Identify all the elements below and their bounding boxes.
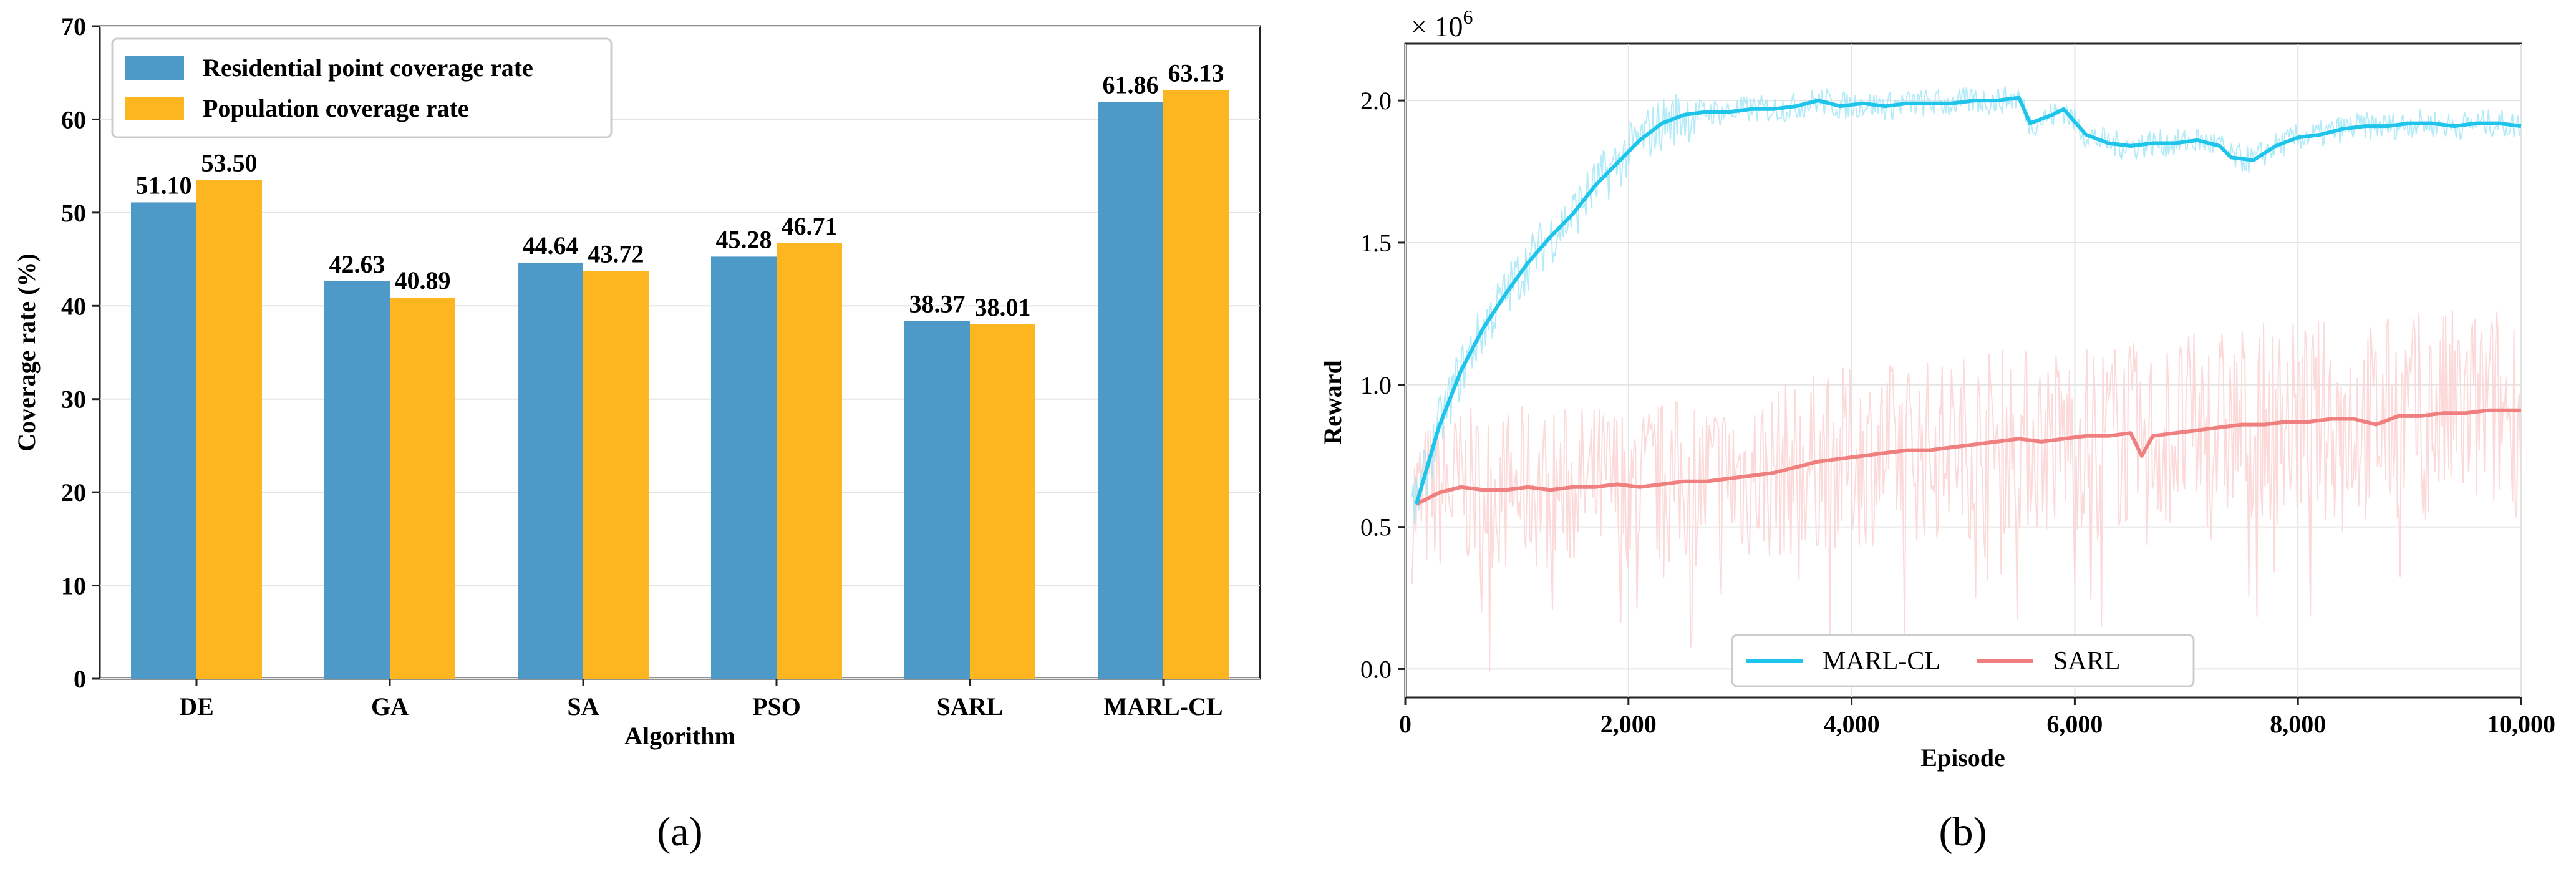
bar-value-label: 43.72 <box>588 240 644 268</box>
bar-ga-residential <box>324 281 390 679</box>
raw-trace-marl-cl <box>1411 86 2522 524</box>
bar-pso-residential <box>711 256 777 679</box>
b-x-tick-label: 4,000 <box>1824 710 1880 738</box>
raw-trace-sarl <box>1411 311 2522 672</box>
a-y-tick-label: 70 <box>61 12 86 41</box>
category-label-sarl: SARL <box>937 692 1004 721</box>
line-sarl <box>1415 408 2521 506</box>
a-y-tick-label: 30 <box>61 386 86 414</box>
legend-label-population: Population coverage rate <box>203 94 469 122</box>
panel-b-scale-base: × 10 <box>1411 11 1463 42</box>
b-x-tick-label: 0 <box>1399 710 1411 738</box>
category-label-pso: PSO <box>752 692 801 721</box>
panel-b-y-axis-label: Reward <box>1319 360 1347 445</box>
legend-label-marl-cl: MARL-CL <box>1823 647 1940 676</box>
bar-value-label: 42.63 <box>329 250 385 278</box>
a-y-tick-label: 50 <box>61 199 86 227</box>
panel-b-line-chart: 0.0 0.5 1.0 1.5 2.0 0 2,000 4,000 6,000 8,000 10,… <box>1319 6 2555 855</box>
bar-value-label: 53.50 <box>201 149 258 177</box>
category-label-de: DE <box>179 692 214 721</box>
bar-value-label: 40.89 <box>395 266 451 294</box>
panel-a-legend-box <box>111 37 613 138</box>
line-marl-cl <box>1415 95 2522 505</box>
panel-a-y-axis-label: Coverage rate (%) <box>12 253 41 452</box>
a-y-tick-label: 60 <box>61 105 86 134</box>
a-y-tick-label: 40 <box>61 292 86 320</box>
b-y-tick-label: 1.5 <box>1360 229 1392 257</box>
panel-b-scale-label: × 106 <box>1411 6 1473 42</box>
legend-swatch-population <box>125 97 184 120</box>
a-y-tick-label: 20 <box>61 478 86 507</box>
panel-a-caption: (a) <box>657 809 702 855</box>
legend-label-sarl: SARL <box>2053 647 2120 676</box>
b-x-tick-label: 8,000 <box>2270 710 2326 738</box>
panel-b-smoothed-lines <box>1415 95 2522 506</box>
b-y-tick-label: 2.0 <box>1360 87 1392 115</box>
panel-b-legend: MARL-CL SARL <box>1731 634 2195 687</box>
legend-label-residential: Residential point coverage rate <box>203 54 533 82</box>
bar-value-label: 63.13 <box>1168 59 1224 87</box>
bar-pso-population <box>777 243 842 679</box>
legend-swatch-residential <box>125 56 184 80</box>
b-y-tick-label: 0.0 <box>1360 655 1392 683</box>
bar-value-label: 38.01 <box>975 293 1031 321</box>
bar-value-label: 38.37 <box>909 290 966 318</box>
bar-sarl-residential <box>904 321 970 679</box>
category-label-marl-cl: MARL-CL <box>1103 692 1223 721</box>
b-x-tick-label: 2,000 <box>1600 710 1657 738</box>
panel-a-x-axis-label: Algorithm <box>624 722 735 750</box>
a-y-tick-label: 10 <box>61 572 86 600</box>
panel-a-legend: Residential point coverage rate Populati… <box>111 37 613 138</box>
bar-marl-cl-residential <box>1098 102 1163 679</box>
bar-sa-residential <box>518 262 583 679</box>
panel-a-bars <box>131 90 1229 679</box>
panel-a-x-axis-ticks: DE GA SA PSO SARL MARL-CL <box>179 679 1223 721</box>
bar-value-label: 44.64 <box>523 231 579 260</box>
bar-de-population <box>196 180 262 679</box>
bar-ga-population <box>390 297 455 679</box>
bar-de-residential <box>131 202 196 679</box>
bar-sa-population <box>583 271 649 679</box>
b-y-tick-label: 1.0 <box>1360 371 1392 399</box>
panel-a-y-axis-ticks: 0 10 20 30 40 50 60 70 <box>61 12 100 693</box>
panel-b-x-axis-ticks: 0 2,000 4,000 6,000 8,000 10,000 <box>1399 697 2555 738</box>
a-y-tick-label: 0 <box>74 665 86 693</box>
b-y-tick-label: 0.5 <box>1360 513 1392 541</box>
panel-b-raw-reward-traces <box>1411 86 2522 672</box>
panel-a-data-labels: 51.10 53.50 42.63 40.89 44.64 43.72 45.28 46.71… <box>136 59 1224 321</box>
panel-b-x-axis-label: Episode <box>1920 744 2005 772</box>
bar-marl-cl-population <box>1163 90 1229 679</box>
category-label-sa: SA <box>567 692 599 721</box>
bar-sarl-population <box>970 324 1035 679</box>
bar-value-label: 51.10 <box>136 171 192 199</box>
panel-b-y-axis-ticks: 0.0 0.5 1.0 1.5 2.0 <box>1360 87 1405 683</box>
panel-b-scale-exponent: 6 <box>1463 6 1473 28</box>
b-x-tick-label: 6,000 <box>2046 710 2103 738</box>
b-x-tick-label: 10,000 <box>2487 710 2555 738</box>
bar-value-label: 61.86 <box>1103 71 1159 99</box>
panel-a-bar-chart: 51.10 53.50 42.63 40.89 44.64 43.72 45.28 46.71… <box>12 12 1261 855</box>
panel-a-gridlines <box>100 26 1260 679</box>
panel-b-legend-box <box>1731 634 2195 687</box>
category-label-ga: GA <box>371 692 409 721</box>
panel-b-caption: (b) <box>1939 809 1987 855</box>
bar-value-label: 46.71 <box>782 212 838 240</box>
bar-value-label: 45.28 <box>716 225 772 253</box>
